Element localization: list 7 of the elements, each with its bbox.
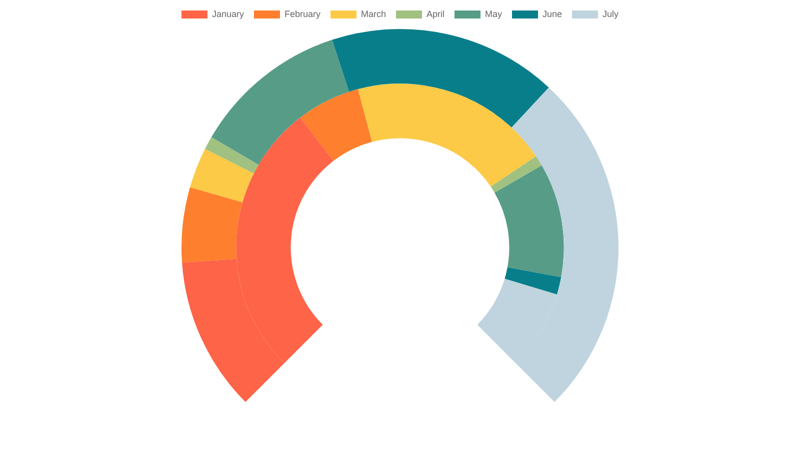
- legend-label: July: [602, 8, 620, 19]
- legend-label: June: [542, 8, 562, 19]
- legend-label: May: [485, 8, 503, 19]
- legend-label: April: [426, 8, 445, 19]
- legend-label: March: [361, 8, 386, 19]
- legend-label: February: [284, 8, 321, 19]
- legend-label: January: [212, 8, 244, 19]
